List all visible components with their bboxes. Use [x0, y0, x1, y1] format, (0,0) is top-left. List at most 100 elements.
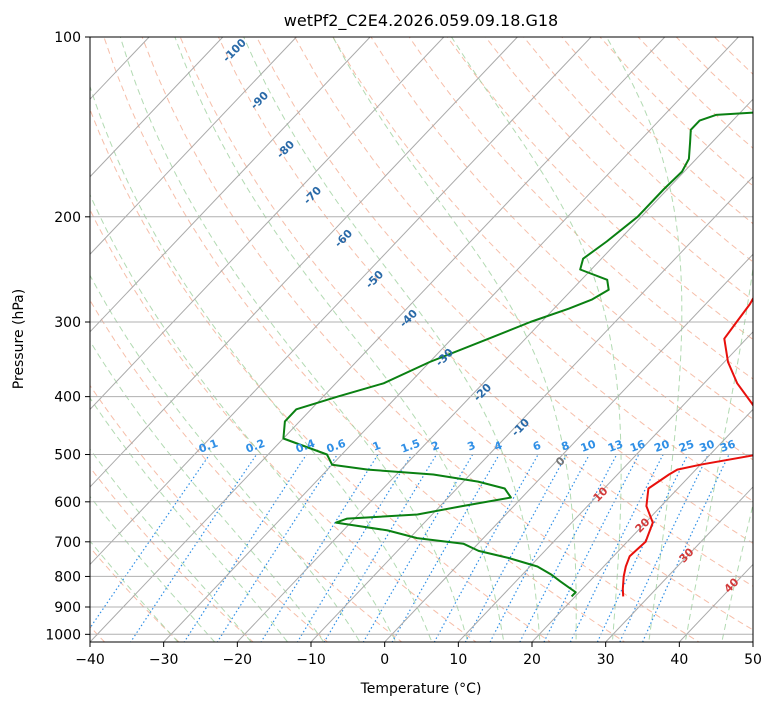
- isotherm-line: [90, 37, 371, 333]
- mixing-ratio-label: 20: [652, 437, 671, 455]
- dry-adiabat-line: [90, 299, 403, 642]
- y-axis-label: Pressure (hPa): [11, 289, 27, 389]
- moist-adiabat-line: [332, 37, 577, 642]
- dry-adiabat-line: [256, 37, 753, 544]
- plot-frame: [89, 36, 754, 643]
- dry-adiabat-line: [217, 37, 753, 587]
- x-tick-label: 0: [380, 652, 389, 668]
- moist-adiabat-line: [90, 540, 179, 642]
- x-axis-label: Temperature (°C): [360, 681, 482, 697]
- mixing-ratio-label: 30: [698, 437, 717, 455]
- y-tick-label: 700: [54, 535, 81, 551]
- isotherm-line: [605, 486, 753, 642]
- mixing-ratio-line: [391, 454, 500, 642]
- dewpoint-profile-line: [282, 111, 753, 598]
- dry-adiabat-line: [714, 37, 753, 75]
- dry-adiabat-label: -90: [248, 89, 271, 112]
- x-tick-label: −30: [149, 652, 179, 668]
- y-tick-label: 600: [54, 495, 81, 511]
- y-axis: 100 200 300 400 500 600 700 800 900 1000: [45, 30, 90, 643]
- isotherm-line: [531, 408, 753, 642]
- dry-adiabat-line: [523, 37, 753, 263]
- isotherm-line: [310, 176, 753, 642]
- mixing-ratio-label: 16: [628, 437, 647, 455]
- x-tick-label: 30: [597, 652, 615, 668]
- mixing-ratio-line: [519, 454, 618, 642]
- y-tick-label: 1000: [45, 627, 81, 643]
- isotherm-line: [752, 641, 753, 642]
- mixing-ratio-label: 2: [429, 439, 441, 454]
- dry-adiabat-line: [408, 37, 753, 380]
- dry-adiabat-label: -70: [301, 184, 324, 207]
- moist-adiabat-line: [90, 193, 397, 642]
- dry-adiabat-label: -30: [433, 346, 456, 369]
- mixing-ratio-label: 6: [531, 439, 543, 454]
- isotherm-line: [90, 37, 666, 642]
- mixing-ratio-line: [619, 454, 709, 642]
- background-lines: [0, 37, 775, 649]
- dry-adiabat-label: -100: [220, 36, 249, 65]
- mixing-ratio-line: [260, 454, 379, 642]
- x-tick-label: 10: [449, 652, 467, 668]
- dry-adiabat-line: [294, 37, 753, 502]
- moist-adiabat-line: [90, 85, 433, 642]
- isotherm-line: [90, 37, 224, 178]
- moist-adiabat-line: [90, 448, 252, 642]
- mixing-ratio-label: 0.4: [294, 437, 317, 456]
- isotherm-line: [163, 37, 739, 642]
- moist-adiabat-line: [90, 340, 325, 642]
- dry-adiabat-line: [90, 546, 180, 642]
- mixing-ratio-label: 0.2: [244, 437, 267, 456]
- mixing-ratio-label: 0.6: [325, 437, 348, 456]
- dry-adiabat-label: -10: [509, 416, 532, 439]
- dry-adiabat-label: -20: [471, 381, 494, 404]
- moist-adiabat-line: [721, 502, 753, 642]
- y-tick-label: 200: [54, 210, 81, 226]
- x-tick-label: 20: [523, 652, 541, 668]
- x-tick-label: −40: [75, 652, 105, 668]
- mixing-ratio-line: [90, 454, 211, 630]
- moist-adiabat-line: [90, 495, 216, 642]
- moist-adiabat-label: 40: [722, 575, 742, 595]
- mixing-ratio-label: 10: [579, 437, 598, 455]
- mixing-ratio-line: [543, 454, 640, 642]
- moist-adiabat-line: [90, 397, 289, 642]
- x-axis: −40 −30 −20 −10 0 10 20 30 40 50: [75, 642, 762, 668]
- isotherm-line: [0, 37, 2, 642]
- mixing-ratio-line: [129, 454, 257, 642]
- isotherm-line: [236, 98, 753, 642]
- mixing-ratio-line: [323, 454, 438, 642]
- moist-adiabat-line: [757, 37, 775, 649]
- mixing-ratio-label: 36: [718, 437, 737, 455]
- y-tick-label: 100: [54, 30, 81, 46]
- chart-title: wetPf2_C2E4.2026.059.09.18.G18: [284, 11, 558, 31]
- mixing-ratio-label: 1: [371, 439, 383, 454]
- mixing-ratio-line: [216, 454, 338, 642]
- moist-adiabat-line: [90, 274, 361, 642]
- y-tick-label: 800: [54, 569, 81, 585]
- y-tick-label: 300: [54, 315, 81, 331]
- isotherm-line: [457, 331, 753, 642]
- y-tick-label: 400: [54, 390, 81, 406]
- dry-adiabat-label: -60: [332, 227, 355, 250]
- isotherm-line: [90, 37, 518, 488]
- mixing-ratio-line: [183, 454, 308, 642]
- mixing-ratio-label: 4: [492, 439, 504, 454]
- moist-adiabat-line: [243, 37, 541, 642]
- mixing-ratio-label: 13: [606, 437, 625, 454]
- x-tick-label: −20: [223, 652, 253, 668]
- dry-adiabat-line: [370, 37, 753, 420]
- y-tick-label: 500: [54, 448, 81, 464]
- dry-adiabat-line: [752, 37, 753, 39]
- dry-adiabat-line: [141, 37, 700, 642]
- mixing-ratio-line: [641, 454, 730, 642]
- moist-adiabat-line: [606, 37, 683, 642]
- mixing-ratio-label: 25: [677, 437, 696, 454]
- mixing-ratio-label: 8: [560, 439, 572, 454]
- x-tick-label: 40: [670, 652, 688, 668]
- mixing-ratio-line: [296, 454, 413, 642]
- mixing-ratio-label: 1.5: [399, 437, 422, 456]
- mixing-ratio-line: [569, 454, 664, 642]
- isotherm-line: [90, 37, 297, 256]
